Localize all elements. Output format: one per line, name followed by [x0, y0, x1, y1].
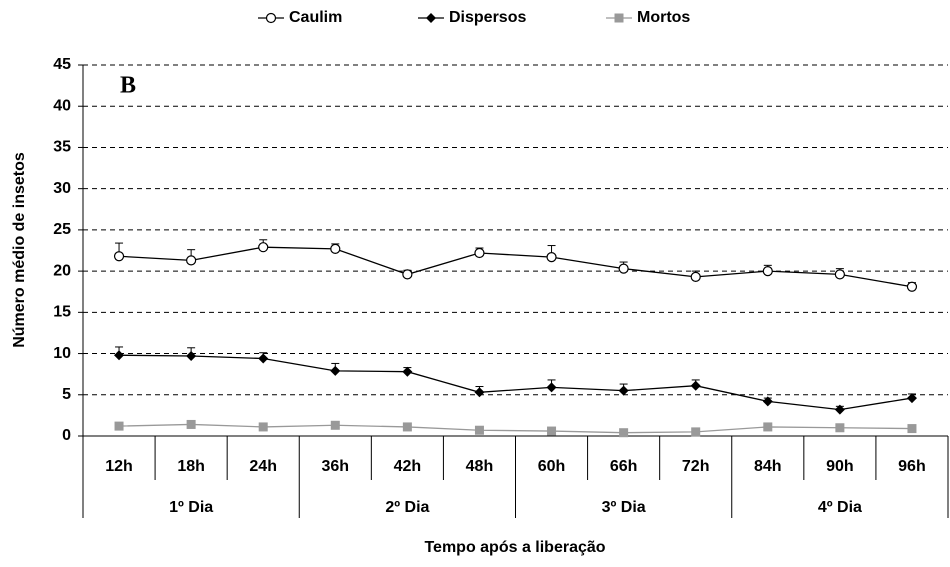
data-point — [186, 255, 197, 266]
data-point — [258, 353, 269, 364]
x-tick-label: 24h — [249, 458, 277, 475]
data-point — [330, 420, 340, 430]
group-label: 4º Dia — [818, 499, 862, 516]
legend-marker — [426, 13, 436, 23]
data-point — [474, 387, 485, 398]
data-point — [474, 247, 485, 259]
y-tick-label: 15 — [53, 304, 71, 321]
data-point — [546, 251, 557, 263]
data-point — [113, 251, 125, 262]
data-point — [186, 351, 197, 362]
data-point — [690, 271, 701, 282]
data-point — [618, 385, 629, 396]
group-label: 3º Dia — [602, 499, 646, 516]
data-point — [258, 422, 268, 432]
y-axis-label: Número médio de insetos — [11, 152, 28, 348]
group-label: 1º Dia — [169, 499, 213, 516]
x-tick-label: 36h — [322, 458, 350, 475]
data-point — [619, 428, 629, 438]
data-point — [474, 425, 484, 435]
data-point — [834, 269, 845, 280]
x-tick-label: 84h — [754, 458, 782, 475]
x-tick-label: 60h — [538, 458, 566, 475]
y-tick-label: 10 — [53, 345, 71, 362]
data-point — [691, 427, 701, 437]
data-point — [546, 382, 557, 393]
y-tick-label: 35 — [53, 139, 71, 156]
data-point — [834, 404, 845, 415]
y-tick-label: 20 — [53, 262, 71, 279]
data-point — [762, 266, 773, 277]
x-tick-label: 18h — [177, 458, 205, 475]
data-point — [690, 380, 701, 391]
group-label: 2º Dia — [385, 499, 429, 516]
y-tick-label: 30 — [53, 180, 71, 197]
data-point — [258, 242, 269, 253]
series-line — [119, 354, 913, 411]
data-point — [835, 423, 845, 433]
data-point — [907, 424, 917, 434]
data-point — [330, 365, 341, 376]
data-point — [762, 396, 773, 407]
legend-marker — [265, 12, 277, 24]
y-tick-label: 25 — [53, 221, 71, 238]
data-point — [402, 366, 413, 377]
data-point — [114, 350, 125, 361]
y-tick-label: 0 — [62, 427, 71, 444]
data-point — [618, 263, 629, 274]
legend-label: Mortos — [637, 9, 690, 26]
series-line — [119, 423, 912, 434]
data-point — [402, 422, 412, 432]
x-tick-label: 90h — [826, 458, 854, 475]
data-point — [906, 393, 917, 404]
legend-label: Dispersos — [449, 9, 526, 26]
data-point — [330, 243, 341, 254]
series-line — [119, 246, 913, 288]
y-tick-label: 40 — [53, 97, 71, 114]
data-point — [763, 422, 773, 432]
x-tick-label: 72h — [682, 458, 710, 475]
x-tick-label: 12h — [105, 458, 133, 475]
y-tick-label: 45 — [53, 56, 71, 73]
data-point — [186, 419, 196, 429]
x-tick-label: 66h — [610, 458, 638, 475]
panel-letter: B — [120, 73, 136, 99]
x-tick-label: 96h — [898, 458, 926, 475]
x-tick-label: 42h — [394, 458, 422, 475]
data-point — [547, 426, 557, 436]
legend-marker — [614, 13, 624, 23]
data-point — [906, 281, 918, 292]
x-axis-label: Tempo após a liberação — [424, 539, 605, 556]
data-point — [114, 421, 124, 431]
legend-label: Caulim — [289, 9, 342, 26]
y-tick-label: 5 — [62, 386, 71, 403]
data-point — [402, 269, 413, 280]
x-tick-label: 48h — [466, 458, 494, 475]
